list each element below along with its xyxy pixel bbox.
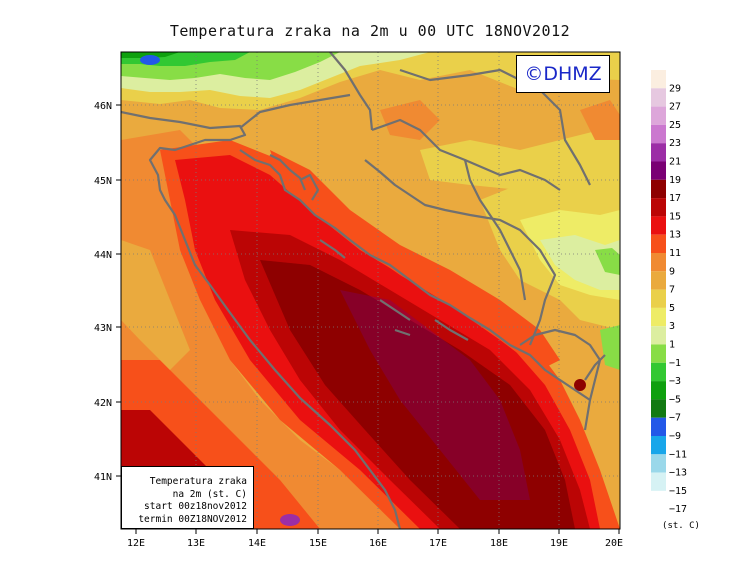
- longitude-axis: 12E 13E 14E 15E 16E 17E 18E 19E 20E: [127, 529, 623, 549]
- legend-swatch: [651, 106, 666, 125]
- legend-swatch: [651, 271, 666, 290]
- legend-swatch: [651, 472, 666, 491]
- legend-unit: (st. C): [662, 521, 700, 531]
- info-line-3: start 00z18nov2012: [144, 501, 247, 512]
- lon-label-18: 18E: [490, 538, 508, 549]
- legend-label: −1: [669, 358, 681, 369]
- legend-label: 13: [669, 230, 681, 241]
- legend-label: −11: [669, 449, 687, 460]
- lon-label-17: 17E: [429, 538, 447, 549]
- legend-label: −15: [669, 486, 687, 497]
- legend-label: 19: [669, 175, 681, 186]
- legend-swatch: [651, 124, 666, 144]
- copyright-badge: ©DHMZ: [516, 55, 610, 93]
- legend-swatch: [651, 417, 666, 436]
- info-line-1: Temperatura zraka: [149, 476, 247, 487]
- legend-swatch: [651, 234, 666, 253]
- lon-label-14: 14E: [248, 538, 266, 549]
- legend-label: 7: [669, 285, 675, 296]
- info-box: Temperatura zraka na 2m (st. C) start 00…: [121, 466, 254, 529]
- legend-swatch: [651, 326, 666, 345]
- legend-swatch: [651, 253, 666, 272]
- legend-label: −5: [669, 394, 681, 405]
- lat-label-42: 42N: [94, 398, 112, 409]
- lon-label-12: 12E: [127, 538, 145, 549]
- legend-label: 25: [669, 120, 681, 131]
- lon-label-15: 15E: [309, 538, 327, 549]
- legend-label: −3: [669, 376, 681, 387]
- latitude-axis: 46N 45N 44N 43N 42N 41N: [94, 101, 121, 483]
- legend-swatch: [651, 307, 666, 327]
- legend-swatch: [651, 490, 666, 510]
- map-title: Temperatura zraka na 2m u 00 UTC 18NOV20…: [169, 22, 571, 40]
- lon-label-13: 13E: [187, 538, 205, 549]
- legend-label: 17: [669, 193, 681, 204]
- legend-label: −13: [669, 468, 687, 479]
- lon-label-20: 20E: [605, 538, 623, 549]
- lat-label-43: 43N: [94, 323, 112, 334]
- info-line-2: na 2m (st. C): [172, 488, 247, 500]
- lat-label-45: 45N: [94, 176, 112, 187]
- legend-swatch: [651, 198, 666, 217]
- lon-label-19: 19E: [550, 538, 568, 549]
- color-legend: 29 27 25 23 21 19 17 15 13 11 9 7 5 3 1 −1 −3 −5 −7 −9 −11 −1…: [651, 70, 687, 515]
- temperature-field: [121, 52, 620, 529]
- legend-swatch: [651, 143, 666, 162]
- legend-label: 9: [669, 266, 675, 277]
- legend-swatch: [651, 454, 666, 473]
- legend-swatch: [651, 88, 666, 107]
- legend-swatch: [651, 381, 666, 400]
- legend-label: 15: [669, 211, 681, 222]
- legend-swatch: [651, 289, 666, 308]
- legend-label: −9: [669, 431, 681, 442]
- legend-label: 11: [669, 248, 681, 259]
- legend-label: 5: [669, 303, 675, 314]
- legend-swatch: [651, 179, 666, 199]
- legend-label: 29: [669, 83, 681, 94]
- legend-label: 23: [669, 138, 681, 149]
- legend-swatch: [651, 362, 666, 382]
- legend-label: −7: [669, 413, 681, 424]
- legend-label: −17: [669, 504, 687, 515]
- legend-swatch: [651, 344, 666, 363]
- legend-swatch: [651, 70, 666, 89]
- legend-swatch: [651, 161, 666, 180]
- legend-label: 21: [669, 157, 681, 168]
- lat-label-41: 41N: [94, 472, 112, 483]
- legend-swatch: [651, 436, 666, 455]
- lat-label-44: 44N: [94, 250, 112, 261]
- legend-label: 3: [669, 321, 675, 332]
- legend-label: 1: [669, 340, 675, 351]
- legend-swatch: [651, 216, 666, 235]
- legend-label: 27: [669, 102, 681, 113]
- legend-swatch: [651, 399, 666, 418]
- lon-label-16: 16E: [369, 538, 387, 549]
- info-line-4: termin 00Z18NOV2012: [138, 513, 247, 525]
- lat-label-46: 46N: [94, 101, 112, 112]
